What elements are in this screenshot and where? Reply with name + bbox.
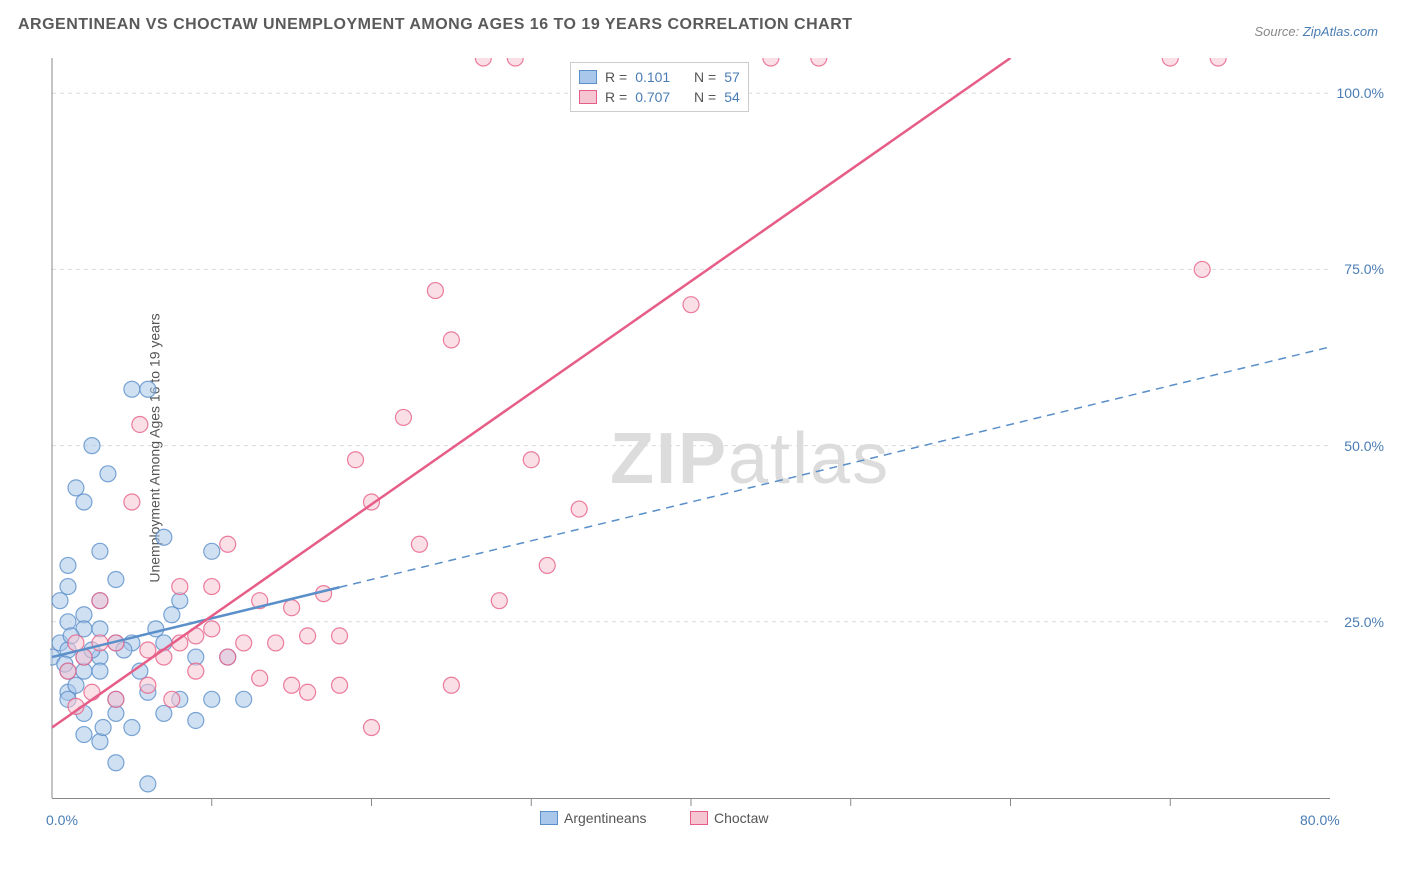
x-tick-label: 80.0%	[1300, 812, 1340, 828]
stat-n-value: 54	[724, 89, 740, 105]
stat-r-value: 0.101	[635, 69, 670, 85]
stat-n-value: 57	[724, 69, 740, 85]
legend-item: Choctaw	[690, 810, 768, 826]
stats-row: R = 0.101 N = 57	[579, 67, 740, 87]
source-label: Source:	[1254, 24, 1302, 39]
stat-n-label: N =	[694, 69, 716, 85]
legend-label: Argentineans	[564, 810, 647, 826]
source-attribution: Source: ZipAtlas.com	[1254, 24, 1378, 39]
stat-r-label: R =	[605, 89, 627, 105]
scatter-svg	[50, 58, 1390, 838]
stats-swatch	[579, 70, 597, 84]
stats-swatch	[579, 90, 597, 104]
legend-swatch	[540, 811, 558, 825]
source-link[interactable]: ZipAtlas.com	[1303, 24, 1378, 39]
stats-legend-box: R = 0.101 N = 57 R = 0.707 N = 54	[570, 62, 749, 112]
x-tick-label: 0.0%	[46, 812, 78, 828]
legend-label: Choctaw	[714, 810, 768, 826]
stat-r-label: R =	[605, 69, 627, 85]
legend-swatch	[690, 811, 708, 825]
legend-item: Argentineans	[540, 810, 647, 826]
chart-title: ARGENTINEAN VS CHOCTAW UNEMPLOYMENT AMON…	[18, 16, 853, 34]
stats-row: R = 0.707 N = 54	[579, 87, 740, 107]
stat-n-label: N =	[694, 89, 716, 105]
y-tick-label: 100.0%	[1337, 85, 1384, 101]
stat-r-value: 0.707	[635, 89, 670, 105]
y-tick-label: 50.0%	[1344, 438, 1384, 454]
y-tick-label: 75.0%	[1344, 261, 1384, 277]
y-tick-label: 25.0%	[1344, 614, 1384, 630]
plot-area: Unemployment Among Ages 16 to 19 years Z…	[50, 58, 1390, 838]
